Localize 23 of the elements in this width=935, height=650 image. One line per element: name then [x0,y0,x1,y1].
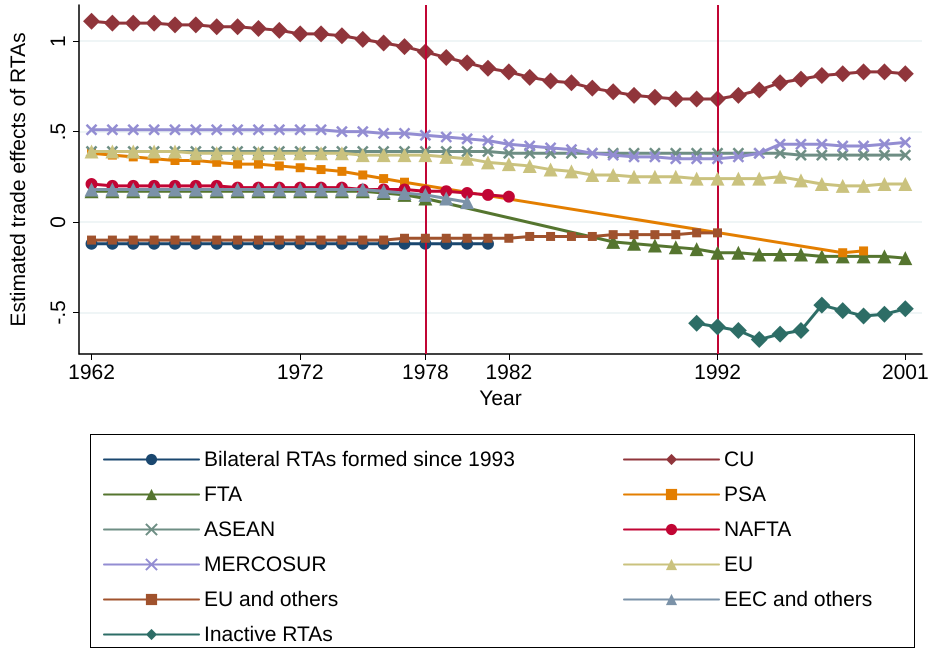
x-axis-title: Year [479,387,522,410]
y-tick-label: 1 [47,35,70,48]
legend-label: CU [724,448,754,471]
legend-label: Inactive RTAs [204,623,333,646]
y-tick-label: 0 [47,216,70,228]
legend-label: PSA [724,483,766,506]
y-tick-label: .5 [47,122,70,140]
legend-label: EEC and others [724,588,872,611]
x-tick-label: 1978 [402,361,449,384]
x-tick-label: 1992 [694,361,741,384]
legend-label: FTA [204,483,242,506]
legend-label: EU [724,553,754,576]
legend-label: Bilateral RTAs formed since 1993 [204,448,515,471]
x-tick-label: 2001 [882,361,929,384]
y-axis-title: Estimated trade effects of RTAs [7,32,30,327]
legend-label: EU and others [204,588,338,611]
x-tick-label: 1962 [68,361,115,384]
legend-label: ASEAN [204,518,276,541]
legend-label: NAFTA [724,518,792,541]
x-tick-label: 1972 [276,361,324,384]
y-tick-label: -.5 [47,300,70,325]
x-tick-label: 1982 [485,361,532,384]
legend-label: MERCOSUR [204,553,327,576]
